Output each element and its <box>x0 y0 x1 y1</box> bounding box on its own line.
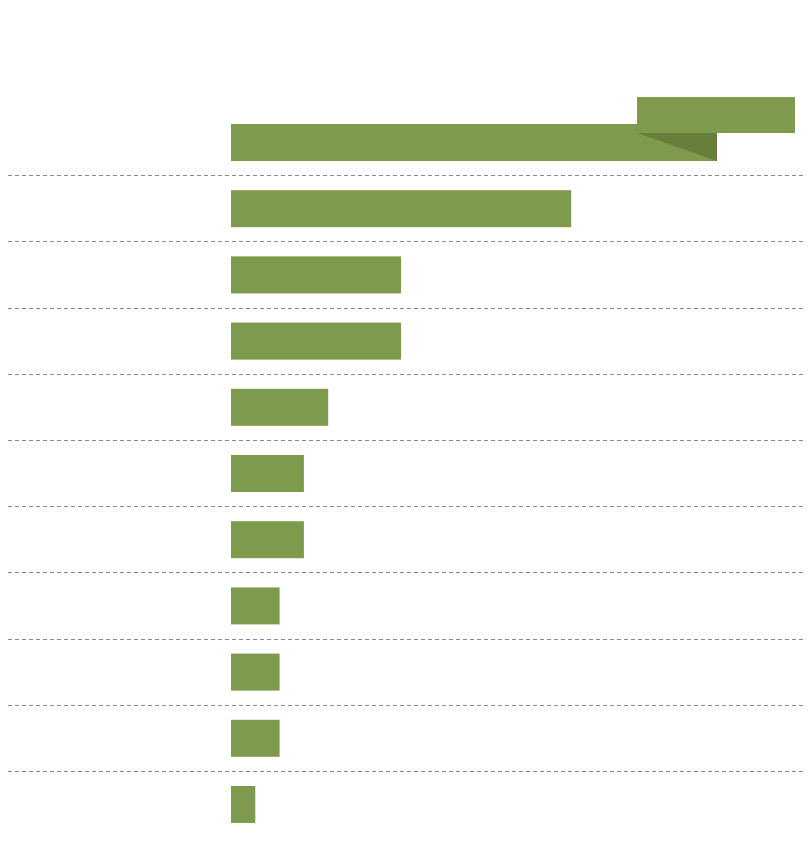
bar-1 <box>231 124 717 161</box>
bar-3 <box>231 256 402 294</box>
callout-body <box>637 97 795 133</box>
row-separators <box>8 175 804 772</box>
bar-11 <box>231 786 256 823</box>
bar-9 <box>231 653 280 691</box>
bar-2 <box>231 190 572 228</box>
highlight-callout <box>637 97 795 161</box>
bar-5 <box>231 388 329 426</box>
bar-10 <box>231 719 280 757</box>
bar-6 <box>231 455 304 492</box>
bars <box>231 124 717 823</box>
callout-fold <box>637 133 717 161</box>
bar-8 <box>231 587 280 625</box>
bar-7 <box>231 521 304 559</box>
bar-4 <box>231 322 402 360</box>
